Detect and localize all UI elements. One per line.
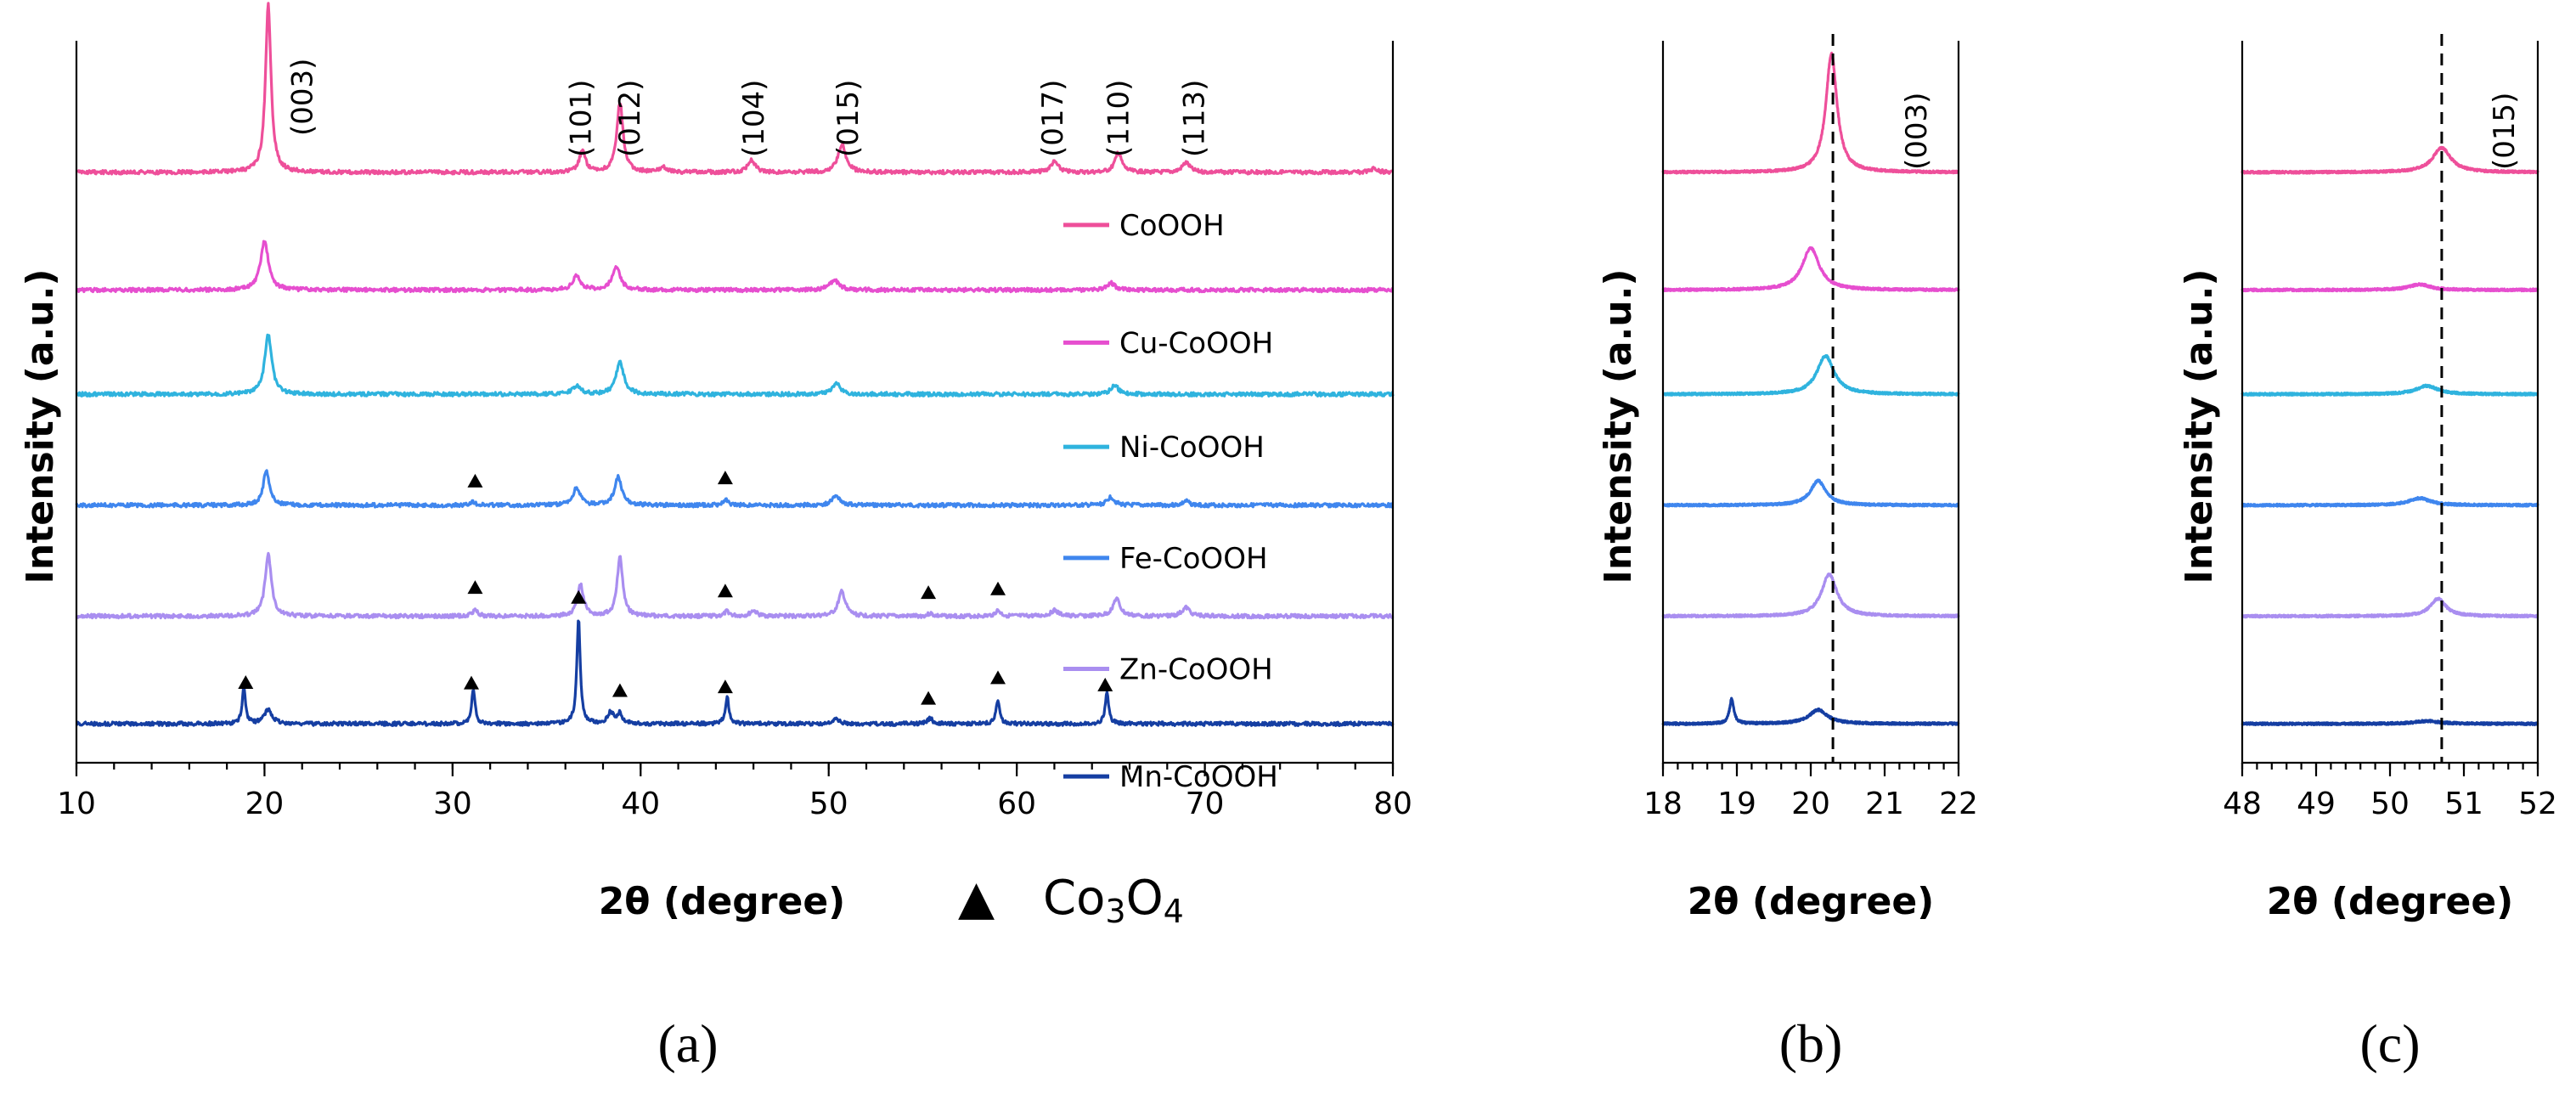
panel-c-hkl-label: (015) xyxy=(2488,93,2522,170)
co3o4-marker xyxy=(921,691,937,705)
legend-label-cu-coooh: Cu-CoOOH xyxy=(1119,326,1273,360)
co3o4-marker xyxy=(612,683,628,697)
panel-a-co3o4-markers xyxy=(238,471,1113,705)
co3o4-co: Co xyxy=(1043,871,1105,926)
panel-a-y-axis-label: Intensity (a.u.) xyxy=(19,269,62,584)
co3o4-o: O xyxy=(1126,871,1164,926)
co3o4-marker xyxy=(571,589,587,604)
trace-coooh xyxy=(2241,145,2539,175)
trace-zn-coooh xyxy=(75,551,1395,620)
x-tick-label: 21 xyxy=(1865,787,1904,821)
co3o4-marker xyxy=(238,674,254,689)
legend-label-ni-coooh: Ni-CoOOH xyxy=(1119,431,1265,465)
panel-b-y-axis-label: Intensity (a.u.) xyxy=(1597,269,1640,584)
panel-a-axis-frame xyxy=(75,41,1395,764)
co3o4-legend-note: ▲ Co3O4 xyxy=(958,871,1184,930)
co3o4-triangle-symbol: ▲ xyxy=(958,871,995,926)
x-tick-label: 22 xyxy=(1939,787,1978,821)
hkl-label: (015) xyxy=(831,80,865,157)
trace-zn-coooh xyxy=(1661,572,1960,619)
panel-c-label: (c) xyxy=(2359,1013,2420,1074)
x-tick-label: 20 xyxy=(245,787,285,821)
hkl-label: (110) xyxy=(1102,80,1136,157)
trace-cu-coooh xyxy=(76,240,1394,294)
co3o4-marker xyxy=(464,675,479,690)
x-tick-label: 52 xyxy=(2518,787,2557,821)
trace-ni-coooh xyxy=(2241,383,2539,397)
legend-label-fe-coooh: Fe-CoOOH xyxy=(1119,542,1268,576)
trace-coooh xyxy=(1661,51,1960,175)
co3o4-marker xyxy=(717,680,733,694)
panel-b-x-ticks: 18 19 20 21 22 xyxy=(1643,763,1978,821)
panel-a-label: (a) xyxy=(657,1013,718,1074)
hkl-label: (113) xyxy=(1177,80,1211,157)
x-tick-label: 80 xyxy=(1373,787,1412,821)
panel-a-traces xyxy=(75,2,1395,727)
panel-b-traces xyxy=(1661,51,1960,726)
legend-label-coooh: CoOOH xyxy=(1119,209,1225,243)
panel-b-hkl-label: (003) xyxy=(1900,93,1934,170)
x-tick-label: 50 xyxy=(809,787,848,821)
trace-mn-coooh xyxy=(2241,719,2539,726)
trace-fe-coooh xyxy=(75,469,1395,509)
co3o4-marker xyxy=(467,473,483,488)
co3o4-marker xyxy=(1097,677,1113,691)
hkl-label: (003) xyxy=(286,59,320,136)
co3o4-marker xyxy=(467,580,483,595)
x-tick-label: 49 xyxy=(2297,787,2336,821)
x-tick-label: 10 xyxy=(57,787,96,821)
panel-a-chart: Intensity (a.u.) (003) (101) (012) (104) (01… xyxy=(19,2,1412,1074)
hkl-label: (017) xyxy=(1036,80,1070,157)
x-tick-label: 40 xyxy=(621,787,660,821)
panel-b-label: (b) xyxy=(1779,1013,1843,1074)
x-tick-label: 20 xyxy=(1791,787,1830,821)
panel-c-traces xyxy=(2241,145,2539,726)
trace-ni-coooh xyxy=(75,333,1395,398)
panel-c-chart: Intensity (a.u.) (015) 48 49 50 51 52 2θ (de… xyxy=(2178,34,2557,1074)
co3o4-marker xyxy=(921,585,937,600)
legend-label-zn-coooh: Zn-CoOOH xyxy=(1119,652,1273,686)
trace-zn-coooh xyxy=(2241,596,2539,619)
x-tick-label: 51 xyxy=(2444,787,2483,821)
x-tick-label: 19 xyxy=(1717,787,1756,821)
trace-cu-coooh xyxy=(2241,282,2539,293)
panel-c-y-axis-label: Intensity (a.u.) xyxy=(2178,269,2221,584)
trace-mn-coooh xyxy=(76,619,1395,727)
x-tick-label: 60 xyxy=(997,787,1036,821)
x-tick-label: 50 xyxy=(2370,787,2410,821)
trace-mn-coooh xyxy=(1661,696,1960,726)
panel-b-x-axis-label: 2θ (degree) xyxy=(1688,880,1935,923)
hkl-label: (101) xyxy=(564,80,598,157)
hkl-label: (012) xyxy=(613,80,647,157)
co3o4-marker xyxy=(990,670,1006,685)
co3o4-sub-3: 3 xyxy=(1105,893,1125,930)
hkl-label: (104) xyxy=(737,80,771,157)
trace-ni-coooh xyxy=(1661,354,1960,397)
x-tick-label: 18 xyxy=(1643,787,1683,821)
panel-b-chart: Intensity (a.u.) (003) 18 19 20 21 22 2θ (de… xyxy=(1597,34,1978,1074)
panel-c-x-ticks: 48 49 50 51 52 xyxy=(2223,763,2557,821)
trace-fe-coooh xyxy=(1661,478,1960,508)
co3o4-sub-4: 4 xyxy=(1164,893,1184,930)
co3o4-formula: Co3O4 xyxy=(1043,871,1184,930)
co3o4-marker xyxy=(717,471,733,485)
legend-label-mn-coooh: Mn-CoOOH xyxy=(1119,760,1278,794)
panel-a-x-axis-label: 2θ (degree) xyxy=(599,880,846,923)
co3o4-marker xyxy=(717,584,733,598)
panel-a-x-ticks: 10 20 30 40 50 60 70 80 xyxy=(57,763,1412,821)
trace-coooh xyxy=(75,2,1394,176)
trace-fe-coooh xyxy=(2241,496,2539,508)
x-tick-label: 48 xyxy=(2223,787,2262,821)
panel-a-hkl-labels: (003) (101) (012) (104) (015) (017) (110) (113) xyxy=(286,59,1212,157)
panel-a-legend: CoOOH Cu-CoOOH Ni-CoOOH Fe-CoOOH Zn-CoOOH Mn-… xyxy=(1063,209,1278,794)
co3o4-marker xyxy=(990,581,1006,595)
trace-cu-coooh xyxy=(1661,245,1960,292)
panel-c-x-axis-label: 2θ (degree) xyxy=(2267,880,2514,923)
x-tick-label: 30 xyxy=(433,787,472,821)
x-tick-label: 70 xyxy=(1186,787,1225,821)
